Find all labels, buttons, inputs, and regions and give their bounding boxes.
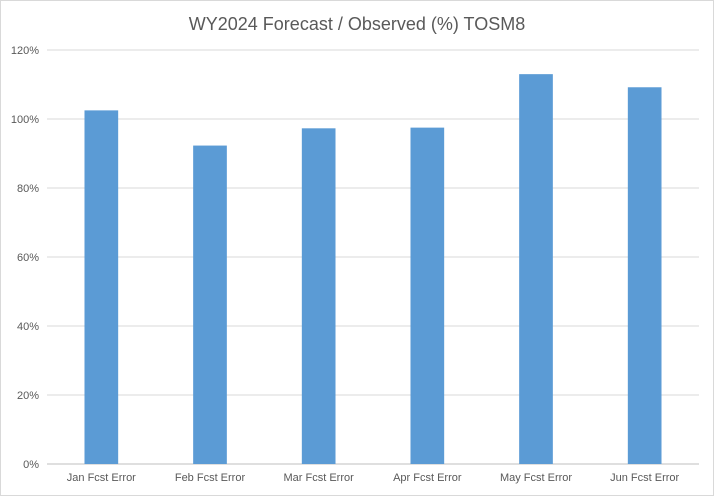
bar [301,128,336,464]
y-axis-ticks: 0% 20% 40% 60% 80% 100% 120% [11,45,39,471]
bar [627,87,662,464]
y-tick-label: 120% [11,45,39,57]
gridlines [47,49,699,465]
bar [519,74,553,465]
x-tick-label: May Fcst Error [500,472,572,484]
y-tick-label: 20% [17,390,39,402]
x-tick-label: Jan Fcst Error [67,472,136,484]
bar [193,145,227,464]
y-tick-label: 40% [17,321,39,333]
y-tick-label: 0% [23,459,39,471]
x-tick-label: Apr Fcst Error [393,472,462,484]
x-tick-label: Mar Fcst Error [284,472,355,484]
x-tick-label: Feb Fcst Error [175,472,246,484]
x-tick-label: Jun Fcst Error [610,472,679,484]
chart-title: WY2024 Forecast / Observed (%) TOSM8 [189,14,525,34]
y-tick-label: 60% [17,252,39,264]
y-tick-label: 100% [11,114,39,126]
bar [84,110,119,464]
bars [84,74,662,465]
x-axis-ticks: Jan Fcst Error Feb Fcst Error Mar Fcst Err… [67,472,680,484]
y-tick-label: 80% [17,183,39,195]
bar [410,127,445,464]
